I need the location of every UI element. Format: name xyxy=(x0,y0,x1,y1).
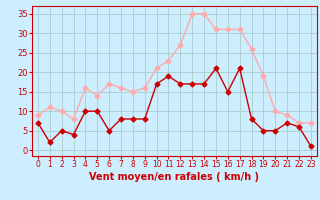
X-axis label: Vent moyen/en rafales ( km/h ): Vent moyen/en rafales ( km/h ) xyxy=(89,172,260,182)
